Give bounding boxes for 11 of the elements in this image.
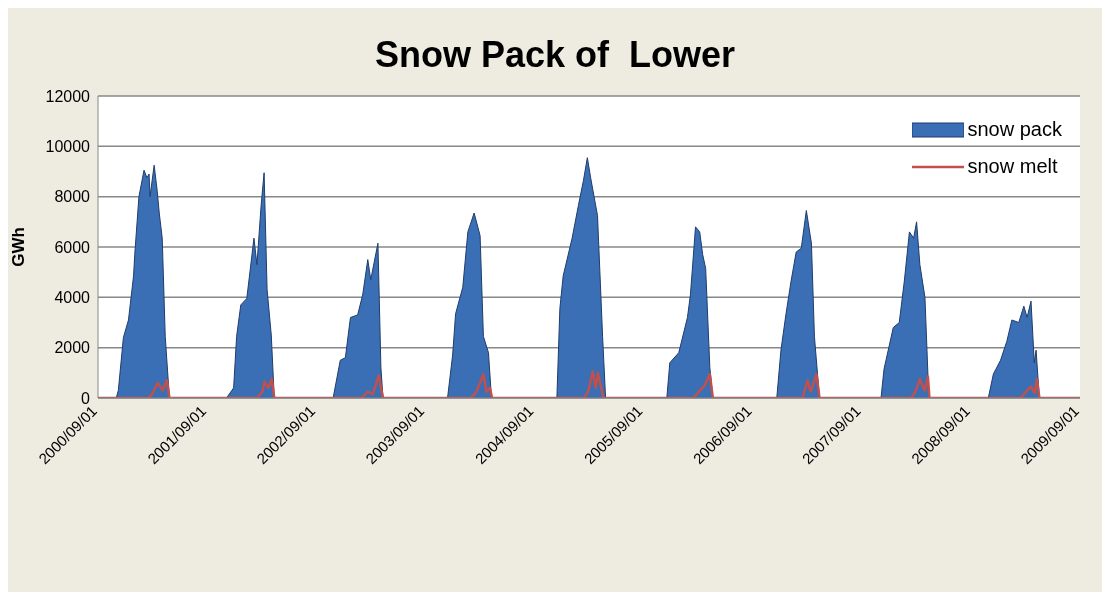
legend-label: snow pack: [967, 118, 1062, 141]
y-tick-label: 8000: [54, 188, 91, 206]
y-tick-label: 10000: [45, 138, 91, 156]
chart-title: Snow Pack of Lower: [373, 34, 737, 76]
y-axis-title: GWh: [9, 227, 29, 267]
y-tick-label: 4000: [54, 289, 91, 307]
y-tick-label: 6000: [54, 238, 91, 256]
y-tick-label: 12000: [45, 87, 91, 105]
legend-label: snow melt: [967, 155, 1058, 178]
y-tick-label: 2000: [54, 339, 91, 357]
y-tick-label: 0: [81, 389, 91, 407]
